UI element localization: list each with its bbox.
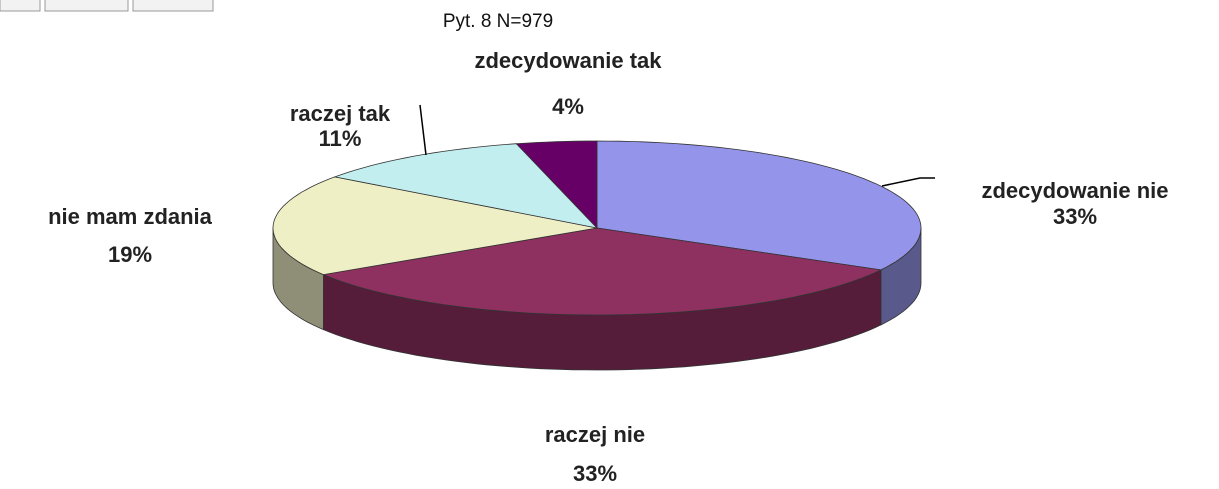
tab[interactable] xyxy=(44,0,129,12)
slice-value: 11% xyxy=(319,126,362,151)
tab[interactable] xyxy=(0,0,41,12)
pie-slice xyxy=(321,227,883,316)
slice-value: 19% xyxy=(108,242,152,267)
slice-label: raczej tak xyxy=(290,101,391,126)
pie-slice xyxy=(272,176,598,276)
slice-label: nie mam zdania xyxy=(48,204,213,229)
pie-slice xyxy=(596,140,922,271)
slice-label: raczej nie xyxy=(545,422,645,447)
chart-title: Pyt. 8 N=979 xyxy=(443,11,553,32)
slice-value: 33% xyxy=(1053,204,1097,229)
pie-slice xyxy=(333,143,599,229)
tab[interactable] xyxy=(132,0,214,12)
leader-line xyxy=(419,104,427,156)
slice-value: 33% xyxy=(573,461,617,486)
leader-line xyxy=(881,177,935,187)
pie-slice xyxy=(515,140,598,229)
slice-value: 4% xyxy=(552,94,584,119)
slice-label: zdecydowanie tak xyxy=(474,48,662,73)
slice-label: zdecydowanie nie xyxy=(981,178,1168,203)
